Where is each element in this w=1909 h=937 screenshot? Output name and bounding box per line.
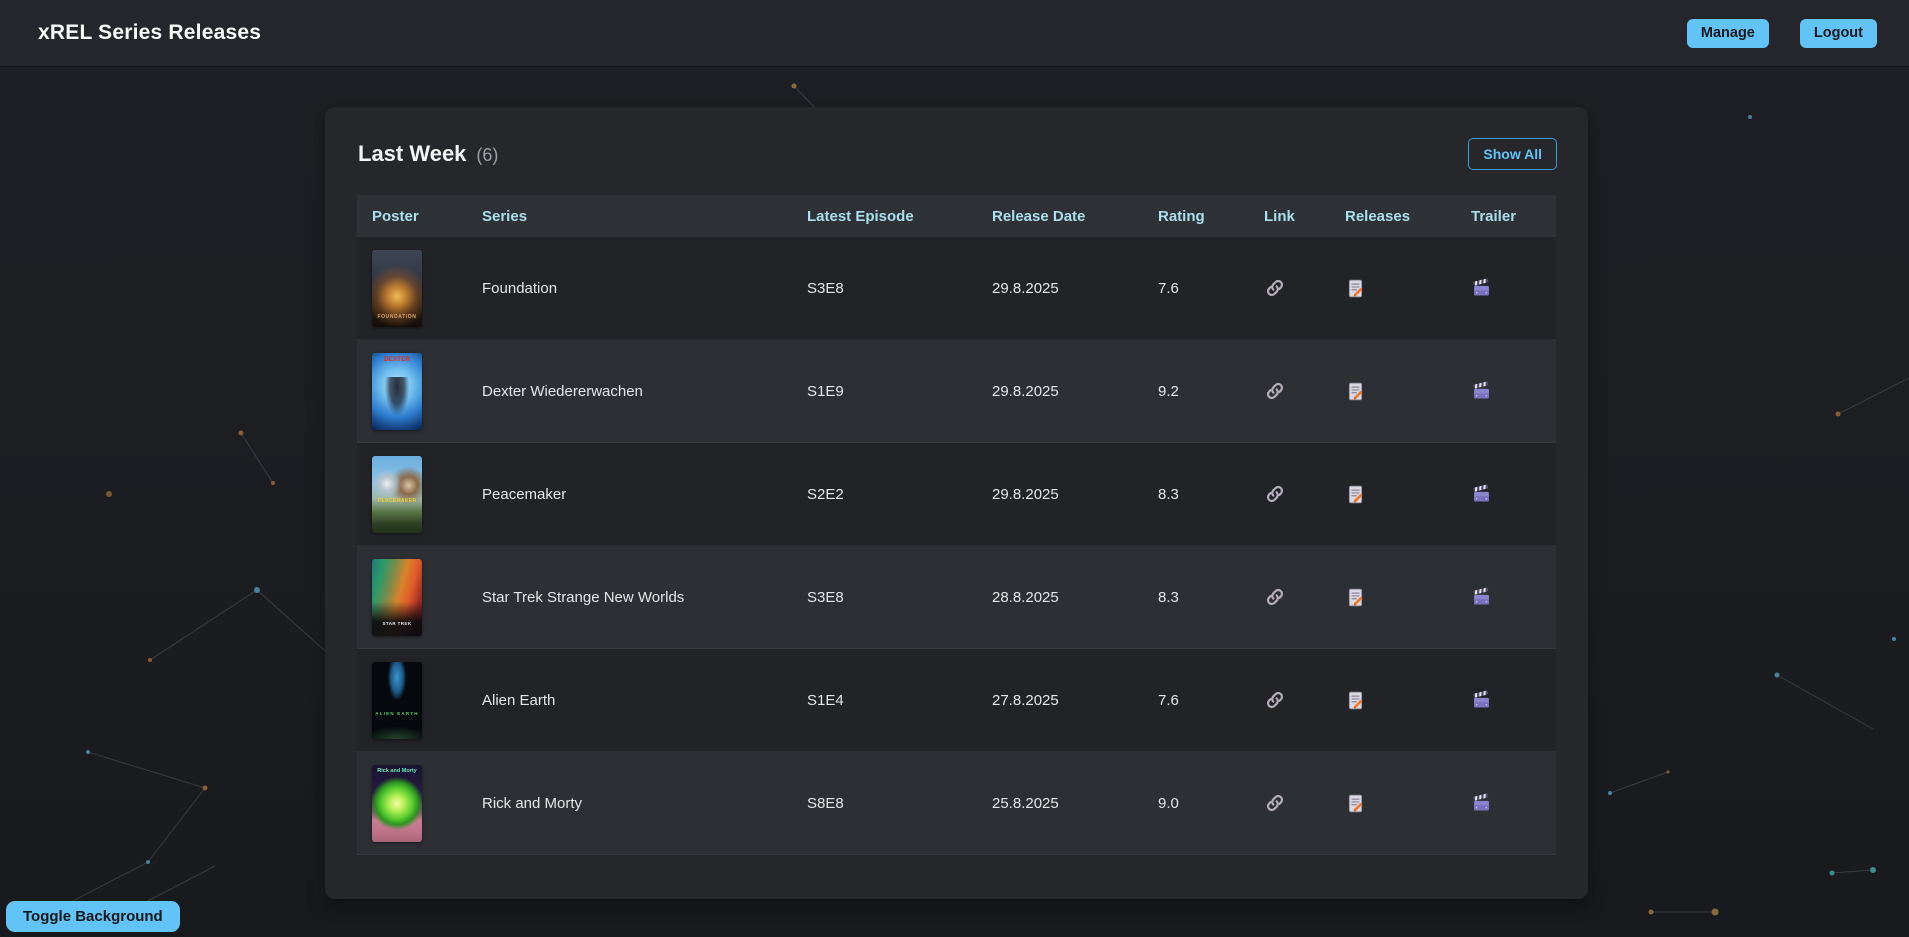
logout-button[interactable]: Logout xyxy=(1800,19,1877,48)
trailer-clapper-icon[interactable] xyxy=(1471,587,1492,608)
releases-memo-icon[interactable] xyxy=(1345,793,1366,814)
latest-episode: S1E4 xyxy=(792,692,977,709)
rating-value: 8.3 xyxy=(1143,486,1249,503)
table-row: ALIEN EARTH Alien Earth S1E4 27.8.2025 7… xyxy=(357,649,1556,752)
latest-episode: S2E2 xyxy=(792,486,977,503)
column-header-link: Link xyxy=(1249,208,1330,225)
table-body: FOUNDATION Foundation S3E8 29.8.2025 7.6 xyxy=(357,237,1556,855)
poster-caption: DEXTER xyxy=(372,356,422,363)
column-header-releases: Releases xyxy=(1330,208,1456,225)
release-date: 28.8.2025 xyxy=(977,589,1143,606)
link-icon[interactable] xyxy=(1264,689,1286,711)
series-title: Dexter Wiedererwachen xyxy=(467,383,792,400)
release-date: 27.8.2025 xyxy=(977,692,1143,709)
rating-value: 9.0 xyxy=(1143,795,1249,812)
column-header-release-date: Release Date xyxy=(977,208,1143,225)
trailer-clapper-icon[interactable] xyxy=(1471,278,1492,299)
releases-memo-icon[interactable] xyxy=(1345,690,1366,711)
rating-value: 9.2 xyxy=(1143,383,1249,400)
table-row: STAR TREK Star Trek Strange New Worlds S… xyxy=(357,546,1556,649)
rating-value: 7.6 xyxy=(1143,692,1249,709)
poster-caption: STAR TREK xyxy=(372,622,422,627)
link-icon[interactable] xyxy=(1264,380,1286,402)
link-icon[interactable] xyxy=(1264,277,1286,299)
latest-episode: S1E9 xyxy=(792,383,977,400)
toggle-background-button[interactable]: Toggle Background xyxy=(6,901,180,932)
manage-button[interactable]: Manage xyxy=(1687,19,1769,48)
series-title: Peacemaker xyxy=(467,486,792,503)
column-header-trailer: Trailer xyxy=(1456,208,1556,225)
releases-memo-icon[interactable] xyxy=(1345,484,1366,505)
series-title: Alien Earth xyxy=(467,692,792,709)
show-all-button[interactable]: Show All xyxy=(1468,138,1557,170)
poster-caption: ALIEN EARTH xyxy=(372,712,422,717)
trailer-clapper-icon[interactable] xyxy=(1471,381,1492,402)
trailer-clapper-icon[interactable] xyxy=(1471,690,1492,711)
link-icon[interactable] xyxy=(1264,792,1286,814)
rating-value: 8.3 xyxy=(1143,589,1249,606)
series-poster: DEXTER xyxy=(372,353,422,430)
poster-caption: Rick and Morty xyxy=(372,768,422,774)
latest-episode: S3E8 xyxy=(792,280,977,297)
trailer-clapper-icon[interactable] xyxy=(1471,484,1492,505)
poster-caption: PEACEMAKER xyxy=(372,499,422,505)
series-poster: Rick and Morty xyxy=(372,765,422,842)
poster-caption: FOUNDATION xyxy=(372,315,422,321)
panel-count: (6) xyxy=(476,145,498,166)
panel-title: Last Week xyxy=(358,141,466,167)
series-poster: STAR TREK xyxy=(372,559,422,636)
rating-value: 7.6 xyxy=(1143,280,1249,297)
table-row: FOUNDATION Foundation S3E8 29.8.2025 7.6 xyxy=(357,237,1556,340)
panel-heading: Last Week (6) xyxy=(358,141,498,167)
series-poster: FOUNDATION xyxy=(372,250,422,327)
trailer-clapper-icon[interactable] xyxy=(1471,793,1492,814)
latest-episode: S3E8 xyxy=(792,589,977,606)
table-row: Rick and Morty Rick and Morty S8E8 25.8.… xyxy=(357,752,1556,855)
release-date: 29.8.2025 xyxy=(977,280,1143,297)
link-icon[interactable] xyxy=(1264,483,1286,505)
link-icon[interactable] xyxy=(1264,586,1286,608)
latest-episode: S8E8 xyxy=(792,795,977,812)
releases-memo-icon[interactable] xyxy=(1345,278,1366,299)
releases-memo-icon[interactable] xyxy=(1345,587,1366,608)
last-week-panel: Last Week (6) Show All Poster Series Lat… xyxy=(325,107,1588,899)
table-row: DEXTER Dexter Wiedererwachen S1E9 29.8.2… xyxy=(357,340,1556,443)
series-title: Rick and Morty xyxy=(467,795,792,812)
column-header-series: Series xyxy=(467,208,792,225)
table-row: PEACEMAKER Peacemaker S2E2 29.8.2025 8.3 xyxy=(357,443,1556,546)
releases-table: Poster Series Latest Episode Release Dat… xyxy=(357,195,1556,855)
series-title: Star Trek Strange New Worlds xyxy=(467,589,792,606)
releases-memo-icon[interactable] xyxy=(1345,381,1366,402)
column-header-poster: Poster xyxy=(357,208,467,225)
column-header-rating: Rating xyxy=(1143,208,1249,225)
series-title: Foundation xyxy=(467,280,792,297)
app-header: xREL Series Releases Manage Logout xyxy=(0,0,1909,67)
table-header-row: Poster Series Latest Episode Release Dat… xyxy=(357,195,1556,237)
release-date: 29.8.2025 xyxy=(977,383,1143,400)
release-date: 29.8.2025 xyxy=(977,486,1143,503)
column-header-latest-episode: Latest Episode xyxy=(792,208,977,225)
series-poster: ALIEN EARTH xyxy=(372,662,422,739)
series-poster: PEACEMAKER xyxy=(372,456,422,533)
release-date: 25.8.2025 xyxy=(977,795,1143,812)
app-title: xREL Series Releases xyxy=(38,21,1687,45)
